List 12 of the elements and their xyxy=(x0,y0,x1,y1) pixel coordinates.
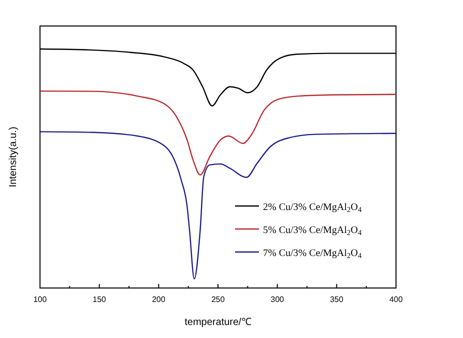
legend-label: 5% Cu/3% Ce/MgAl$_{2}$O$_{4}$ xyxy=(263,225,362,238)
y-axis-title: Intensity(a.u.) xyxy=(8,126,19,188)
x-axis-title: temperature/℃ xyxy=(184,317,252,328)
x-tick-label: 250 xyxy=(211,295,226,304)
legend-label: 2% Cu/3% Ce/MgAl$_{2}$O$_{4}$ xyxy=(263,202,362,214)
legend-label: 7% Cu/3% Ce/MgAl$_{2}$O$_{4}$ xyxy=(263,248,362,260)
x-tick-label: 400 xyxy=(389,295,404,304)
x-tick-label: 150 xyxy=(92,295,107,304)
x-tick-label: 300 xyxy=(270,295,285,304)
x-tick-label: 200 xyxy=(152,295,166,304)
x-tick-label: 100 xyxy=(33,295,48,304)
x-tick-label: 350 xyxy=(330,295,344,304)
